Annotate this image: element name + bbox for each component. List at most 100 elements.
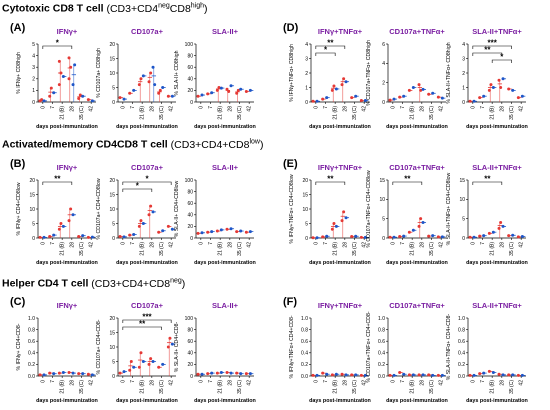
y-tick-label: 20: [109, 316, 115, 322]
x-tick-label: 28: [419, 106, 425, 112]
significance-bracket: [122, 326, 162, 330]
y-tick-label: 0.6: [458, 339, 465, 345]
x-tick-label: 35 (C): [352, 242, 358, 256]
y-tick-label: 10: [29, 207, 35, 213]
y-tick-label: 60: [187, 65, 193, 71]
panel-title: IFNγ+TNFα+: [318, 301, 363, 310]
y-tick-label: 0.8: [28, 327, 35, 333]
y-tick-label: 20: [29, 178, 35, 184]
y-tick-label: 0: [462, 100, 465, 106]
significance-bracket: [122, 188, 153, 192]
panel-title: SLA-II+TNFα+: [472, 27, 522, 36]
y-tick-label: 4: [382, 61, 385, 67]
y-tick-label: 1: [32, 88, 35, 94]
x-tick-label: 42: [247, 106, 253, 112]
x-tick-label: 35 (C): [429, 380, 435, 394]
y-tick-label: 0.2: [378, 362, 385, 368]
significance-bracket: [315, 52, 336, 56]
chart-panel-a2: CD107a+ 0 5 10 15 20 % CD107a+ CD8high 0 7 21 (B)…: [96, 27, 178, 130]
x-tick-label: 21 (B): [218, 380, 224, 394]
y-tick-label: 4: [305, 42, 308, 48]
panel-title: SLA-II+: [212, 163, 239, 172]
y-axis-label: % SLA-II+ CD4+CD8-: [174, 322, 180, 373]
y-axis-label: % SLA-II+ CD4+CD8low: [174, 180, 180, 237]
y-axis-label: % SLA-II+ CD8high: [174, 50, 180, 95]
y-tick-label: 0: [190, 374, 193, 380]
x-tick-label: 21 (B): [410, 106, 416, 120]
chart-panel-f3: SLA-II+TNFα+ 0.0 0.2 0.4 0.6 0.8 1.0 % SLA-II+T…: [446, 301, 528, 404]
panel-title: SLA-II+: [212, 27, 239, 36]
x-tick-label: 0: [198, 106, 204, 109]
data-point-red: [139, 77, 143, 81]
y-tick-label: 1: [462, 85, 465, 91]
y-tick-label: 2: [462, 71, 465, 77]
y-tick-label: 0: [382, 100, 385, 106]
significance-label: **: [327, 175, 334, 184]
x-tick-label: 21 (B): [218, 242, 224, 256]
x-tick-label: 42: [519, 380, 525, 386]
data-point-blue: [73, 63, 77, 67]
x-tick-label: 42: [519, 242, 525, 248]
x-tick-label: 0: [470, 380, 476, 383]
x-axis-label: days post-immunization: [309, 260, 371, 266]
significance-bracket: [42, 181, 73, 185]
x-tick-label: 21 (B): [490, 380, 496, 394]
y-tick-label: 4: [462, 42, 465, 48]
x-tick-label: 42: [247, 242, 253, 248]
data-point-red: [147, 80, 151, 84]
x-tick-label: 0: [313, 380, 319, 383]
y-axis-label: % SLA-II+TNFα+ CD4+CD8-: [446, 313, 452, 380]
x-tick-label: 28: [499, 380, 505, 386]
x-tick-label: 21 (B): [410, 242, 416, 256]
y-axis-label: % CD107a+TNFα+ CD4+CD8-: [366, 311, 372, 382]
panel-letter-c: (C): [10, 296, 26, 308]
y-axis-label: % IFNγ+TNFα+ CD8high: [289, 44, 295, 102]
y-tick-label: 10: [459, 197, 465, 203]
y-tick-label: 80: [187, 53, 193, 59]
x-axis-label: days post-immunization: [466, 124, 528, 130]
x-tick-label: 42: [519, 106, 525, 112]
y-tick-label: 40: [187, 351, 193, 357]
x-tick-label: 42: [169, 380, 175, 386]
y-tick-label: 0: [462, 236, 465, 242]
x-tick-label: 42: [89, 380, 95, 386]
section-title-bold: Cytotoxic CD8 T cell: [2, 2, 104, 15]
x-tick-label: 0: [470, 106, 476, 109]
y-tick-label: 0: [190, 100, 193, 106]
x-tick-label: 7: [323, 106, 329, 109]
significance-bracket: [122, 319, 172, 323]
x-tick-label: 28: [69, 106, 75, 112]
y-tick-label: 1: [305, 85, 308, 91]
y-axis-label: % CD107a+TNFα+ CD4+CD8low: [366, 170, 372, 247]
chart-panel-c1: IFNγ+ 0.0 0.2 0.4 0.6 0.8 1.0 % IFNγ+ CD4+CD8- 0…: [16, 301, 98, 404]
x-tick-label: 42: [247, 380, 253, 386]
x-tick-label: 7: [400, 242, 406, 245]
y-tick-label: 0.2: [301, 362, 308, 368]
x-tick-label: 21 (B): [140, 106, 146, 120]
x-tick-label: 21 (B): [60, 242, 66, 256]
x-tick-label: 35 (C): [79, 242, 85, 256]
x-tick-label: 35 (C): [159, 242, 165, 256]
panel-title: IFNγ+TNFα+: [318, 163, 363, 172]
section-title-rest: (CD3+CD4negCD8high): [106, 2, 208, 15]
x-axis-label: days post-immunization: [386, 260, 448, 266]
section-title-cd4cd8: Activated/memory CD4CD8 T cell (CD3+CD4+…: [2, 138, 263, 151]
x-tick-label: 21 (B): [490, 106, 496, 120]
y-tick-label: 0.8: [378, 327, 385, 333]
y-tick-label: 15: [29, 192, 35, 198]
section-title-bold: Helper CD4 T cell: [2, 277, 89, 290]
x-tick-label: 0: [390, 242, 396, 245]
x-tick-label: 35 (C): [509, 242, 515, 256]
y-tick-label: 100: [185, 316, 194, 322]
x-tick-label: 7: [130, 380, 136, 383]
significance-label: **: [484, 46, 491, 55]
chart-panel-c3: SLA-II+ 0 20 40 60 80 100 % SLA-II+ CD4+CD8- 0 7 2…: [174, 301, 256, 404]
y-tick-label: 15: [302, 192, 308, 198]
panel-title: IFNγ+TNFα+: [318, 27, 363, 36]
y-tick-label: 100: [185, 178, 194, 184]
x-tick-label: 35 (C): [429, 242, 435, 256]
data-point-blue: [151, 65, 155, 69]
x-tick-label: 7: [323, 242, 329, 245]
y-tick-label: 5: [112, 85, 115, 91]
y-tick-label: 80: [187, 327, 193, 333]
